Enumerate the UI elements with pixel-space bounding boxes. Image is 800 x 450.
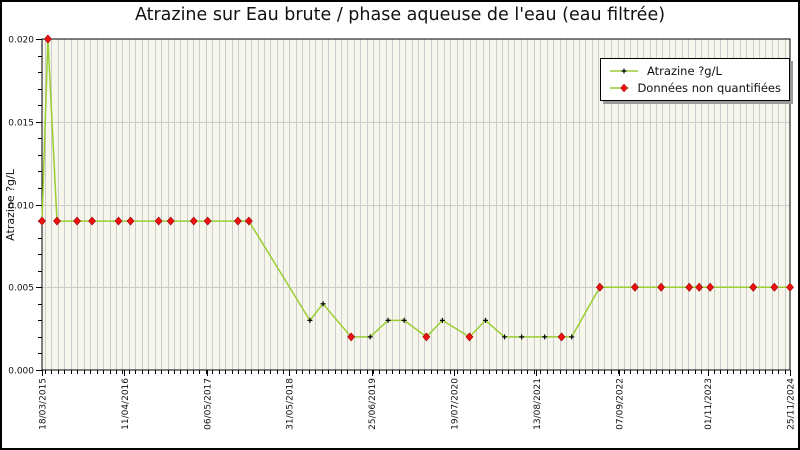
nonquantified-point-marker <box>422 332 431 342</box>
quantified-point-marker <box>483 317 489 323</box>
y-tick-label: 0.005 <box>8 284 34 294</box>
quantified-point-marker <box>502 334 508 340</box>
quantified-point-marker <box>542 334 548 340</box>
x-tick-label: 07/09/2022 <box>615 378 625 430</box>
quantified-point-marker <box>385 317 391 323</box>
nonquantified-point-marker <box>189 216 198 226</box>
nonquantified-point-marker <box>73 216 81 226</box>
quantified-point-marker <box>367 334 373 340</box>
legend-item-atrazine: Atrazine ?g/L <box>609 64 781 78</box>
nonquantified-point-marker <box>53 216 61 226</box>
nonquantified-point-marker <box>595 282 604 292</box>
nonquantified-point-marker <box>770 282 779 292</box>
nonquantified-point-marker <box>557 332 566 342</box>
axis-ticks <box>36 39 791 376</box>
x-tick-label: 13/08/2021 <box>533 378 543 430</box>
nonquantified-point-marker <box>44 34 52 44</box>
nonquantified-point-marker <box>749 282 758 292</box>
y-tick-label: 0.010 <box>8 202 34 212</box>
nonquantified-point-marker <box>233 216 242 226</box>
nonquantified-point-marker <box>244 216 253 226</box>
red-diamond-marker-icon <box>610 83 630 93</box>
chart-title: Atrazine sur Eau brute / phase aqueuse d… <box>134 5 666 25</box>
nonquantified-point-marker <box>88 216 96 226</box>
x-tick-label: 19/07/2020 <box>451 378 461 430</box>
nonquantified-point-marker <box>347 332 356 342</box>
quantified-point-marker <box>569 334 575 340</box>
x-tick-label: 31/05/2018 <box>286 378 296 430</box>
quantified-point-marker <box>519 334 525 340</box>
nonquantified-point-marker <box>154 216 163 226</box>
y-axis-label: Atrazine ?g/L <box>4 168 17 241</box>
quantified-point-marker <box>307 317 313 323</box>
quantified-point-marker <box>320 301 326 307</box>
line-dot-marker-icon <box>610 68 638 74</box>
nonquantified-point-marker <box>38 216 46 226</box>
legend-label-non-quantifiees: Données non quantifiées <box>637 81 781 95</box>
nonquantified-point-marker <box>631 282 639 292</box>
nonquantified-point-marker <box>657 282 666 292</box>
nonquantified-point-marker <box>706 282 715 292</box>
x-tick-label: 06/05/2017 <box>203 378 213 430</box>
y-tick-label: 0.000 <box>8 367 34 377</box>
y-tick-label: 0.020 <box>8 36 34 46</box>
tick-labels: 0.000 0.005 0.010 0.015 0.020 18/03/2015 11/04… <box>8 36 796 430</box>
quantified-point-marker <box>439 317 445 323</box>
nonquantified-point-marker <box>786 282 794 292</box>
x-tick-label: 18/03/2015 <box>39 378 49 430</box>
legend: Atrazine ?g/L Données non quantifiées <box>600 58 790 101</box>
nonquantified-point-marker <box>695 282 704 292</box>
nonquantified-point-marker <box>166 216 175 226</box>
nonquantified-point-marker <box>465 332 474 342</box>
x-tick-label: 01/11/2023 <box>704 378 714 430</box>
x-tick-label: 11/04/2016 <box>121 378 131 430</box>
nonquantified-point-marker <box>685 282 694 292</box>
nonquantified-point-marker <box>126 216 135 226</box>
x-tick-label: 25/06/2019 <box>368 378 378 430</box>
nonquantified-point-marker <box>114 216 123 226</box>
quantified-point-marker <box>401 317 407 323</box>
legend-label-atrazine: Atrazine ?g/L <box>647 64 722 78</box>
nonquantified-point-marker <box>203 216 212 226</box>
legend-item-non-quantifiees: Données non quantifiées <box>609 81 781 95</box>
y-tick-label: 0.015 <box>8 119 34 129</box>
x-tick-label: 25/11/2024 <box>787 378 797 430</box>
data-markers <box>38 34 794 342</box>
